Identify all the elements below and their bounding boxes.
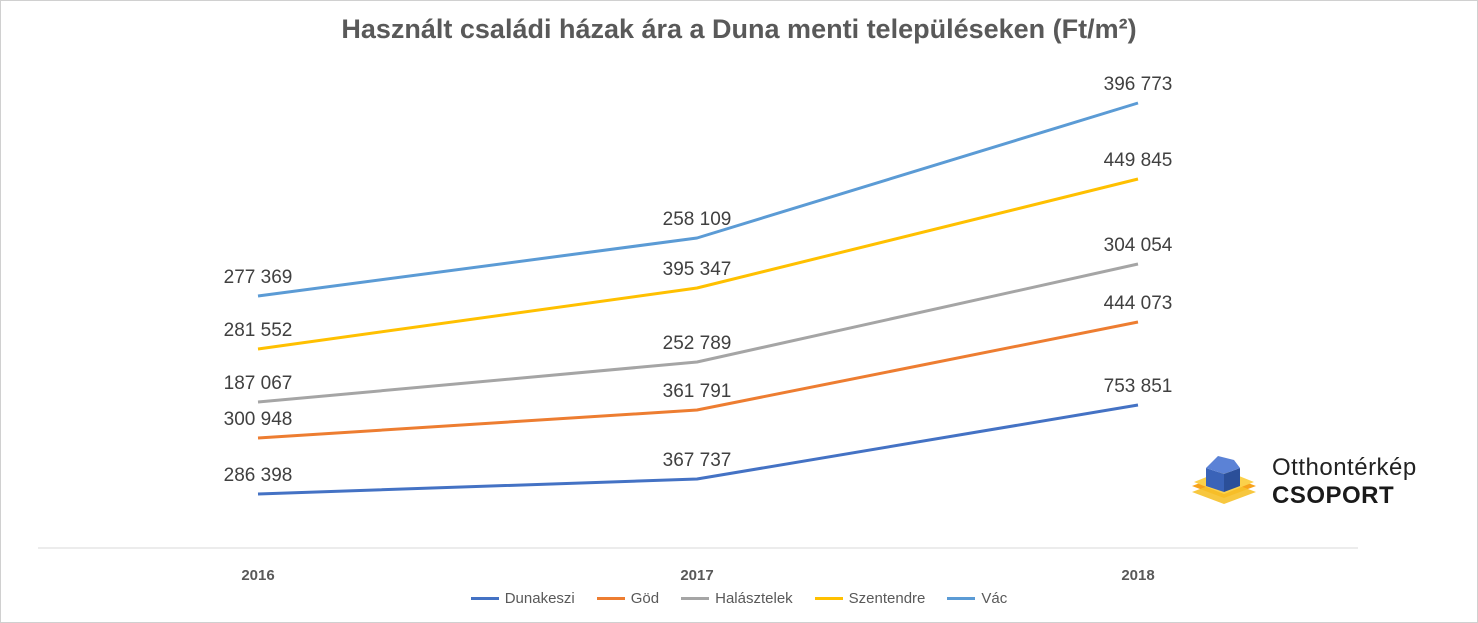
legend-swatch — [814, 597, 843, 600]
data-label-göd-2018: 444 073 — [1104, 293, 1173, 314]
logo-text-line2: CSOPORT — [1272, 482, 1395, 509]
data-label-halásztelek-2018: 304 054 — [1104, 235, 1173, 256]
legend-swatch — [681, 597, 710, 600]
legend-item-göd: Göd — [596, 590, 660, 607]
legend-item-vác: Vác — [947, 590, 1007, 607]
x-tick-label-2016: 2016 — [241, 567, 274, 584]
legend-label: Göd — [630, 590, 660, 607]
data-label-vác-2016: 277 369 — [224, 267, 293, 288]
data-label-szentendre-2017: 395 347 — [663, 259, 732, 280]
series-line-szentendre — [257, 177, 1139, 351]
series-line-dunakeszi — [257, 403, 1139, 496]
data-label-layer: 286 398 367 737 753 851 300 948 361 791 444 0… — [224, 74, 1173, 486]
data-label-halásztelek-2016: 187 067 — [224, 373, 293, 394]
legend-item-szentendre: Szentendre — [814, 590, 926, 607]
data-label-dunakeszi-2017: 367 737 — [663, 450, 732, 471]
chart-title: Használt családi házak ára a Duna menti … — [341, 14, 1137, 44]
data-label-dunakeszi-2018: 753 851 — [1104, 376, 1173, 397]
legend-label: Halásztelek — [715, 590, 793, 607]
data-label-göd-2016: 300 948 — [224, 409, 293, 430]
data-label-göd-2017: 361 791 — [663, 381, 732, 402]
x-tick-label-2017: 2017 — [680, 567, 713, 584]
legend-label: Szentendre — [848, 590, 926, 607]
logo-text-line1: Otthontérkép — [1272, 454, 1417, 481]
x-tick-label-2018: 2018 — [1121, 567, 1154, 584]
legend-swatch — [947, 597, 976, 600]
legend-label: Dunakeszi — [504, 590, 575, 607]
logo-house-icon — [1192, 456, 1256, 504]
data-label-vác-2018: 396 773 — [1104, 74, 1173, 95]
legend: Dunakeszi Göd Halásztelek Szentendre Vác — [0, 590, 1478, 607]
data-label-vác-2017: 258 109 — [663, 209, 732, 230]
legend-swatch — [596, 597, 625, 600]
data-label-szentendre-2016: 281 552 — [224, 320, 293, 341]
x-tick-layer: 2016 2017 2018 — [241, 567, 1154, 584]
company-logo: Otthontérkép CSOPORT — [1188, 452, 1458, 512]
data-label-halásztelek-2017: 252 789 — [663, 333, 732, 354]
series-line-vác — [257, 101, 1139, 298]
data-label-dunakeszi-2016: 286 398 — [224, 465, 293, 486]
legend-label: Vác — [981, 590, 1008, 607]
data-label-szentendre-2018: 449 845 — [1104, 150, 1173, 171]
series-line-halásztelek — [257, 262, 1139, 404]
series-layer — [257, 101, 1139, 496]
legend-item-dunakeszi: Dunakeszi — [470, 590, 575, 607]
legend-swatch — [470, 597, 499, 600]
legend-item-halásztelek: Halásztelek — [681, 590, 793, 607]
series-line-göd — [257, 320, 1139, 440]
